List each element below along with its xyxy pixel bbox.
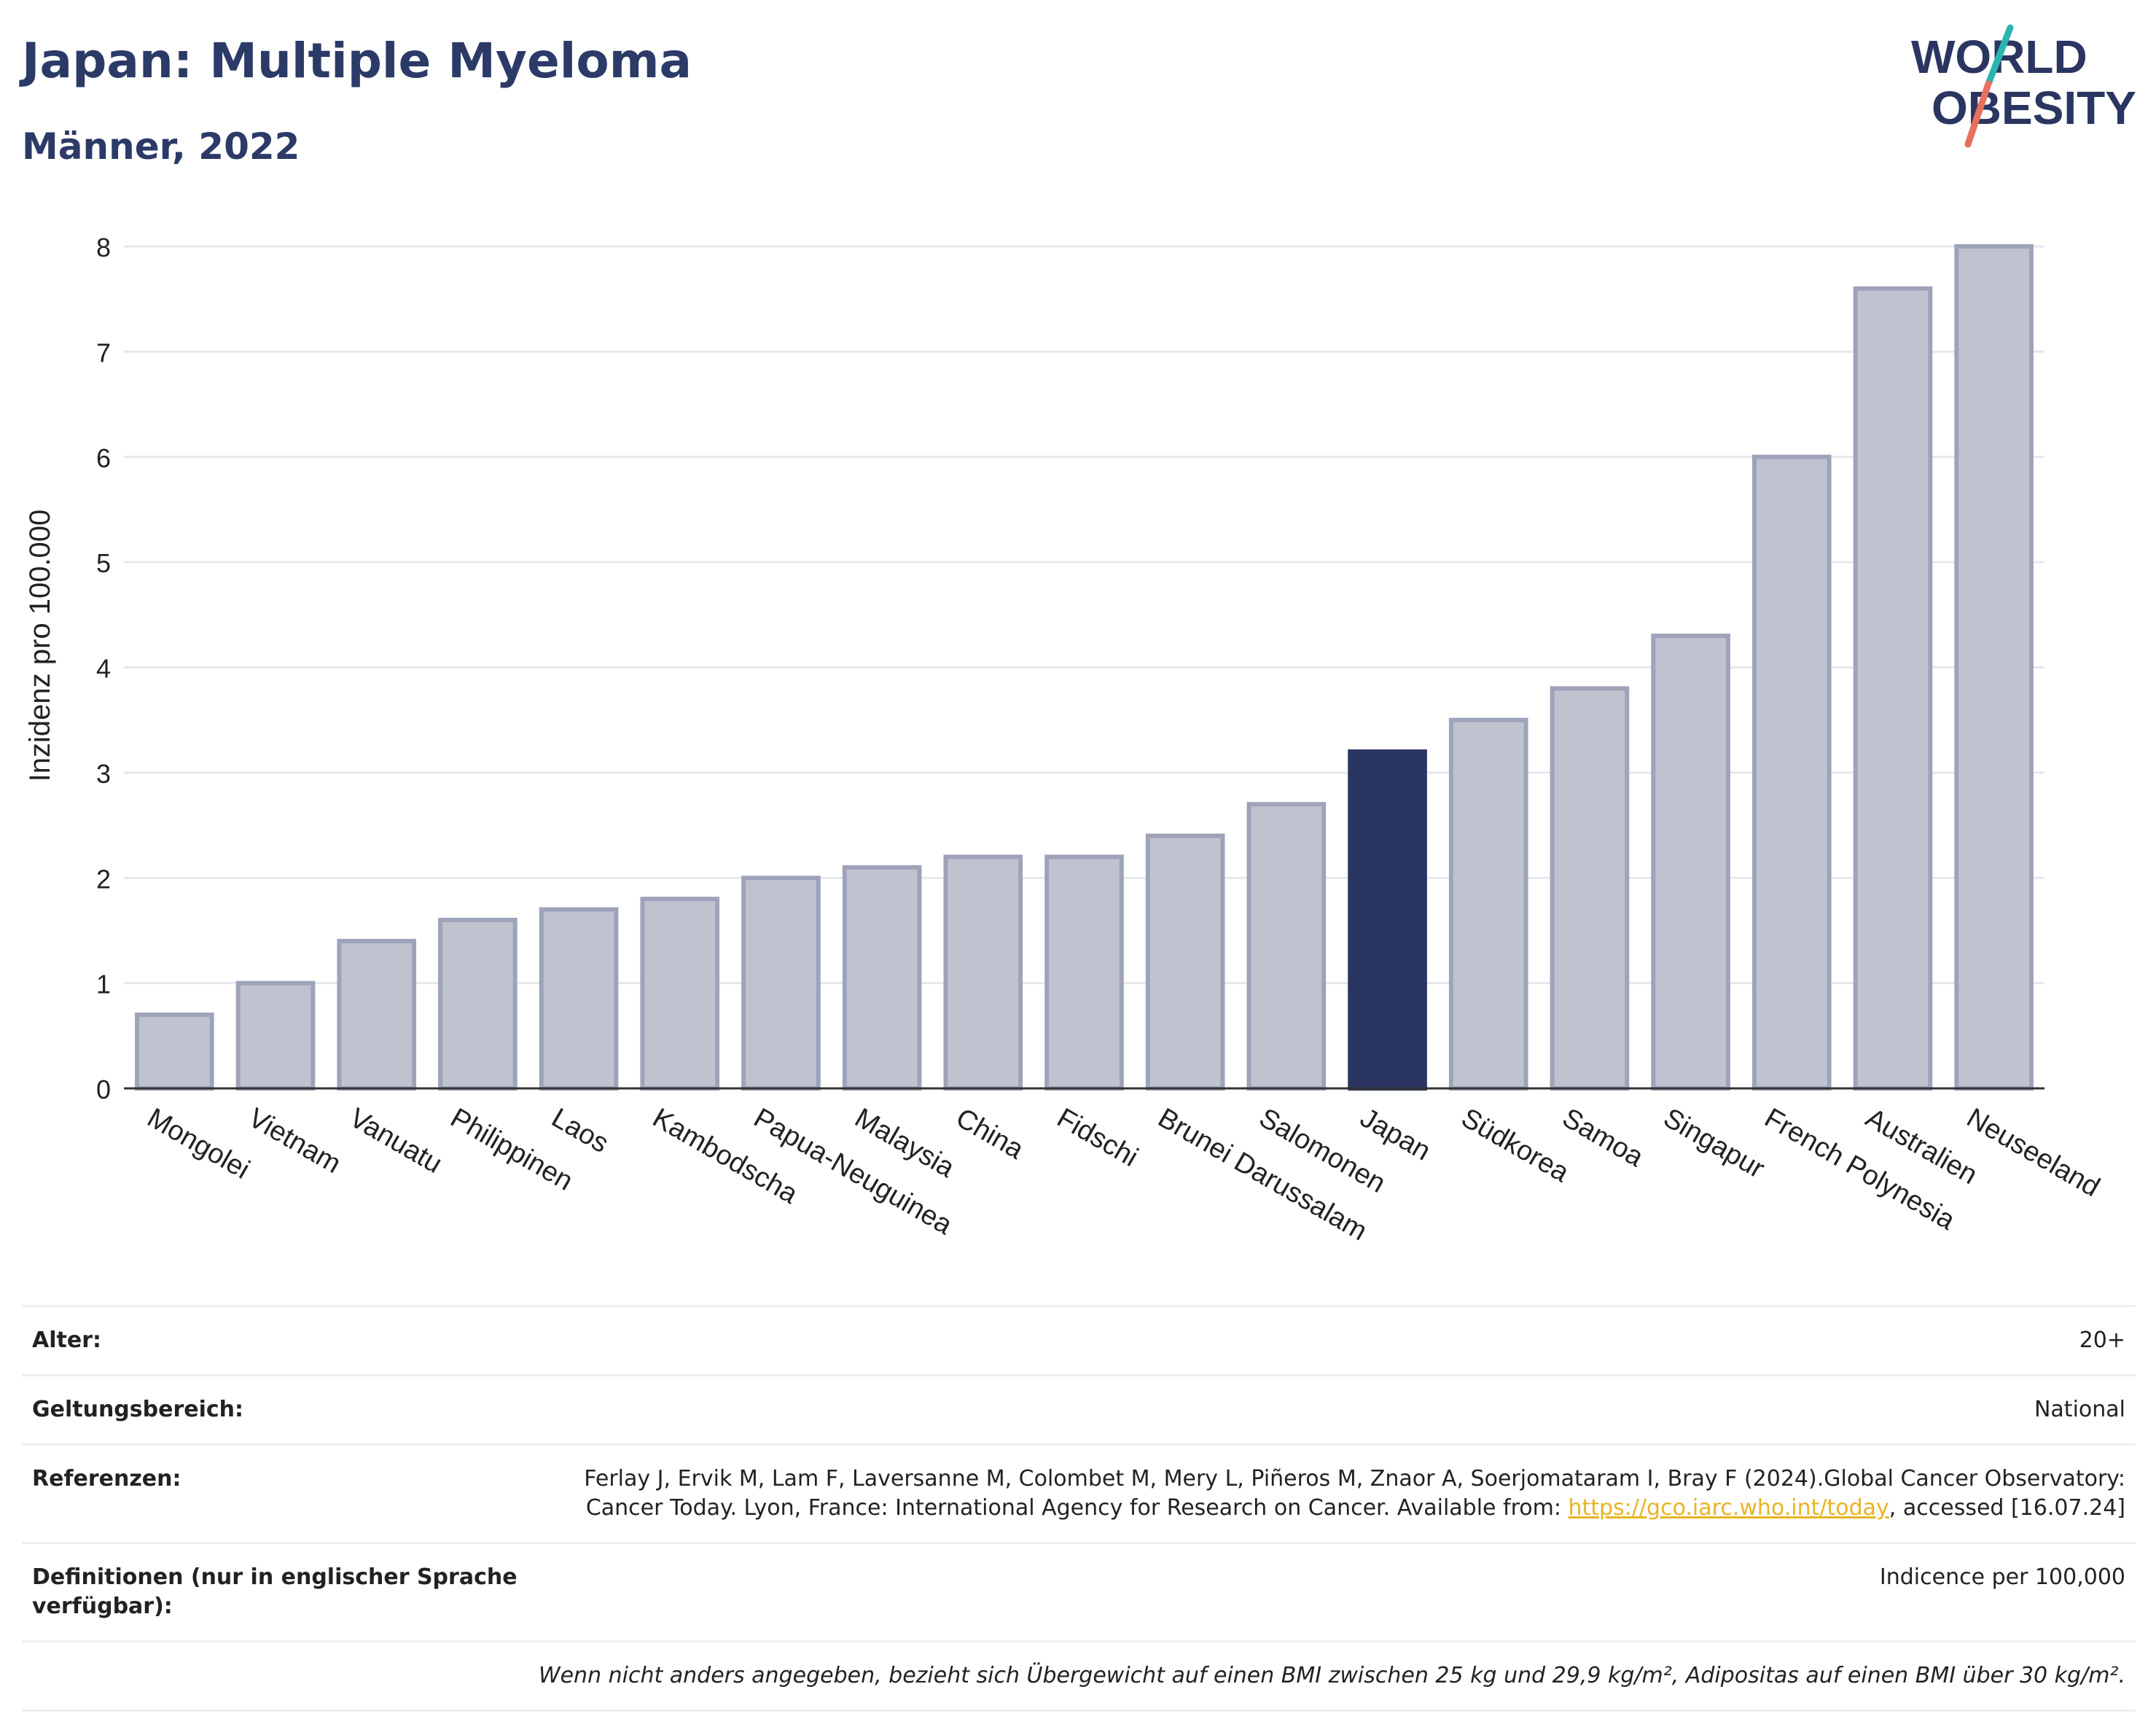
y-tick-label: 3 bbox=[96, 759, 111, 789]
x-tick-label: French Polynesia bbox=[1759, 1102, 1961, 1236]
bar-french-polynesia bbox=[1751, 454, 1832, 1091]
bar-chart: 0 1 2 3 4 5 6 7 8 MongoleiVietnamVanuatuPhilippi… bbox=[24, 233, 2105, 1247]
bar-singapur bbox=[1651, 633, 1730, 1091]
info-table: Alter: 20+ Geltungsbereich: National Ref… bbox=[22, 1305, 2136, 1712]
x-tick-label: Laos bbox=[547, 1102, 614, 1159]
bar-kambodscha bbox=[640, 897, 720, 1091]
references-row: Referenzen: Ferlay J, Ervik M, Lam F, La… bbox=[22, 1443, 2136, 1544]
references-text: Ferlay J, Ervik M, Lam F, Laversanne M, … bbox=[584, 1466, 2125, 1521]
y-tick-labels: 0 1 2 3 4 5 6 7 8 bbox=[96, 233, 111, 1104]
bar-japan bbox=[1348, 749, 1427, 1091]
y-tick-label: 6 bbox=[96, 443, 111, 473]
bar-neuseeland bbox=[1954, 244, 2034, 1091]
x-tick-label: Neuseeland bbox=[1961, 1102, 2105, 1203]
logo-word-obesity: OBESITY bbox=[1932, 82, 2136, 134]
definitions-row: Definitionen (nur in englischer Sprache … bbox=[22, 1542, 2136, 1642]
references-accessed: , accessed [16.07.24] bbox=[1889, 1495, 2125, 1521]
bar-südkorea bbox=[1448, 717, 1528, 1091]
bar-brunei-darussalam bbox=[1145, 833, 1225, 1091]
x-tick-label: Fidschi bbox=[1052, 1102, 1143, 1173]
y-tick-label: 2 bbox=[96, 864, 111, 894]
references-value: Ferlay J, Ervik M, Lam F, Laversanne M, … bbox=[552, 1443, 2136, 1544]
y-tick-label: 4 bbox=[96, 654, 111, 684]
bar-papua-neuguinea bbox=[741, 876, 821, 1091]
logo-slash-coral bbox=[1964, 80, 1992, 148]
world-obesity-logo: WORLD OBESITY bbox=[1911, 24, 2136, 148]
references-label: Referenzen: bbox=[22, 1443, 552, 1544]
x-tick-label: China bbox=[950, 1102, 1029, 1165]
bars bbox=[135, 244, 2034, 1091]
y-tick-label: 7 bbox=[96, 338, 111, 367]
note-row: Wenn nicht anders angegeben, bezieht sic… bbox=[22, 1640, 2136, 1712]
y-tick-label: 8 bbox=[96, 233, 111, 262]
references-link[interactable]: https://gco.iarc.who.int/today bbox=[1568, 1495, 1889, 1521]
footnote: Wenn nicht anders angegeben, bezieht sic… bbox=[22, 1640, 2136, 1712]
bar-china bbox=[943, 854, 1023, 1091]
x-tick-label: Vanuatu bbox=[344, 1102, 447, 1180]
scope-label: Geltungsbereich: bbox=[22, 1374, 552, 1446]
x-tick-label: Japan bbox=[1355, 1102, 1436, 1166]
definitions-label: Definitionen (nur in englischer Sprache … bbox=[22, 1542, 552, 1642]
bar-fidschi bbox=[1044, 854, 1124, 1091]
scope-row: Geltungsbereich: National bbox=[22, 1374, 2136, 1446]
bar-laos bbox=[539, 907, 619, 1091]
bar-australien bbox=[1853, 286, 1933, 1091]
y-axis-label: Inzidenz pro 100.000 bbox=[24, 510, 56, 782]
y-tick-label: 1 bbox=[96, 970, 111, 999]
definitions-value: Indicence per 100,000 bbox=[552, 1542, 2136, 1642]
x-tick-label: Vietnam bbox=[243, 1102, 346, 1180]
age-row: Alter: 20+ bbox=[22, 1305, 2136, 1376]
bar-samoa bbox=[1550, 686, 1630, 1091]
age-value: 20+ bbox=[552, 1305, 2136, 1376]
y-tick-label: 0 bbox=[96, 1075, 111, 1104]
x-tick-label: Mongolei bbox=[142, 1102, 255, 1185]
age-label: Alter: bbox=[22, 1305, 552, 1376]
x-tick-label: Südkorea bbox=[1456, 1102, 1575, 1188]
chart-subtitle: Männer, 2022 bbox=[22, 125, 300, 168]
y-tick-label: 5 bbox=[96, 548, 111, 578]
bar-salomonen bbox=[1246, 802, 1327, 1091]
chart-title: Japan: Multiple Myeloma bbox=[22, 33, 692, 89]
x-tick-label: Singapur bbox=[1658, 1102, 1770, 1185]
bar-vietnam bbox=[235, 980, 316, 1091]
bar-malaysia bbox=[842, 865, 922, 1091]
scope-value: National bbox=[552, 1374, 2136, 1446]
bar-philippinen bbox=[438, 918, 517, 1091]
bar-mongolei bbox=[135, 1012, 214, 1091]
logo-slash-teal bbox=[1985, 24, 2014, 87]
bar-vanuatu bbox=[337, 938, 417, 1091]
